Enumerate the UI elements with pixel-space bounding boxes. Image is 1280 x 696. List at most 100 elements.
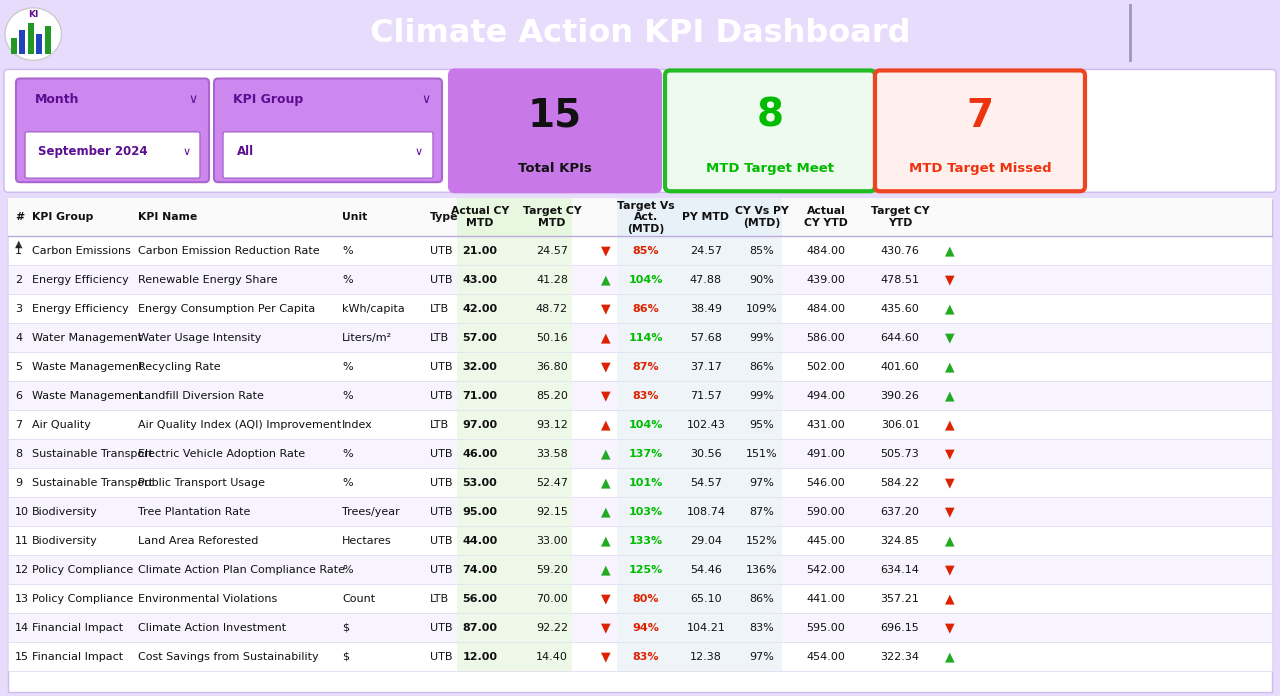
Text: MTD Target Missed: MTD Target Missed [909,161,1051,175]
Text: LTB: LTB [430,594,449,603]
Text: 435.60: 435.60 [881,303,919,314]
Text: Recycling Rate: Recycling Rate [138,362,220,372]
Text: 85%: 85% [632,246,659,255]
Text: 10: 10 [15,507,29,516]
Text: %: % [342,477,352,488]
Bar [10,38,17,54]
Text: Energy Efficiency: Energy Efficiency [32,275,129,285]
Text: ▲: ▲ [15,239,23,249]
Text: ▼: ▼ [602,650,611,663]
Text: ▲: ▲ [945,534,955,547]
Text: Policy Compliance: Policy Compliance [32,564,133,575]
Text: kWh/capita: kWh/capita [342,303,404,314]
Bar [617,352,782,381]
Text: Carbon Emissions: Carbon Emissions [32,246,131,255]
Text: 590.00: 590.00 [806,507,845,516]
Text: UTB: UTB [430,449,453,459]
Text: Waste Management: Waste Management [32,362,143,372]
Text: 80%: 80% [632,594,659,603]
Text: 85%: 85% [750,246,774,255]
Bar [8,613,1272,642]
Text: 104.21: 104.21 [686,622,726,633]
Bar [8,323,1272,352]
Text: Energy Efficiency: Energy Efficiency [32,303,129,314]
Text: Energy Consumption Per Capita: Energy Consumption Per Capita [138,303,315,314]
Text: 152%: 152% [746,536,778,546]
Text: ∨: ∨ [415,147,424,157]
Text: 52.47: 52.47 [536,477,568,488]
Text: %: % [342,275,352,285]
Text: 637.20: 637.20 [881,507,919,516]
Text: 108.74: 108.74 [686,507,726,516]
Text: Total KPIs: Total KPIs [518,161,591,175]
Text: Sustainable Transport: Sustainable Transport [32,449,154,459]
Bar [457,294,572,323]
Text: Index: Index [342,420,372,429]
Text: ▼: ▼ [945,563,955,576]
Text: Climate Action Investment: Climate Action Investment [138,622,287,633]
Text: 306.01: 306.01 [881,420,919,429]
Text: UTB: UTB [430,507,453,516]
Bar [617,323,782,352]
Text: Public Transport Usage: Public Transport Usage [138,477,265,488]
Text: 4: 4 [15,333,22,342]
Bar [8,410,1272,439]
Text: 5: 5 [15,362,22,372]
Text: ▲: ▲ [602,447,611,460]
Text: 401.60: 401.60 [881,362,919,372]
Text: 42.00: 42.00 [462,303,498,314]
Bar [457,555,572,584]
Bar [36,33,42,54]
Text: Cost Savings from Sustainability: Cost Savings from Sustainability [138,651,319,661]
Text: ▼: ▼ [602,244,611,258]
Text: UTB: UTB [430,246,453,255]
Text: 70.00: 70.00 [536,594,568,603]
Text: 83%: 83% [632,390,659,401]
Text: 48.72: 48.72 [536,303,568,314]
Text: LTB: LTB [430,333,449,342]
FancyBboxPatch shape [666,70,876,191]
Text: 57.00: 57.00 [462,333,498,342]
Text: All: All [237,145,255,159]
Text: Count: Count [342,594,375,603]
Bar [457,381,572,410]
Text: ▼: ▼ [602,621,611,634]
Text: %: % [342,362,352,372]
Text: ▲: ▲ [945,592,955,605]
Text: LTB: LTB [430,420,449,429]
Bar [617,613,782,642]
Text: 54.46: 54.46 [690,564,722,575]
FancyBboxPatch shape [8,200,1272,692]
Text: Trees/year: Trees/year [342,507,399,516]
Text: 478.51: 478.51 [881,275,919,285]
Text: 94%: 94% [632,622,659,633]
Text: 11: 11 [15,536,29,546]
Bar [8,555,1272,584]
Text: 102.43: 102.43 [686,420,726,429]
Text: 114%: 114% [628,333,663,342]
Text: Policy Compliance: Policy Compliance [32,594,133,603]
Text: 97.00: 97.00 [462,420,498,429]
Text: ∨: ∨ [183,147,191,157]
Text: 439.00: 439.00 [806,275,845,285]
Bar [617,381,782,410]
Text: Financial Impact: Financial Impact [32,622,123,633]
Text: ▼: ▼ [602,302,611,315]
Text: 7: 7 [15,420,22,429]
Text: ▼: ▼ [602,360,611,373]
Bar [617,236,782,265]
Text: 484.00: 484.00 [806,246,846,255]
Text: September 2024: September 2024 [38,145,147,159]
Text: 546.00: 546.00 [806,477,845,488]
Text: Tree Plantation Rate: Tree Plantation Rate [138,507,251,516]
Text: ▲: ▲ [945,360,955,373]
Text: 502.00: 502.00 [806,362,845,372]
Bar [8,198,1272,236]
Text: Biodiversity: Biodiversity [32,507,97,516]
Text: Air Quality Index (AQI) Improvement: Air Quality Index (AQI) Improvement [138,420,342,429]
Bar [457,198,572,236]
Text: 12.38: 12.38 [690,651,722,661]
Text: Carbon Emission Reduction Rate: Carbon Emission Reduction Rate [138,246,320,255]
Text: Target CY
YTD: Target CY YTD [870,207,929,228]
Text: 3: 3 [15,303,22,314]
